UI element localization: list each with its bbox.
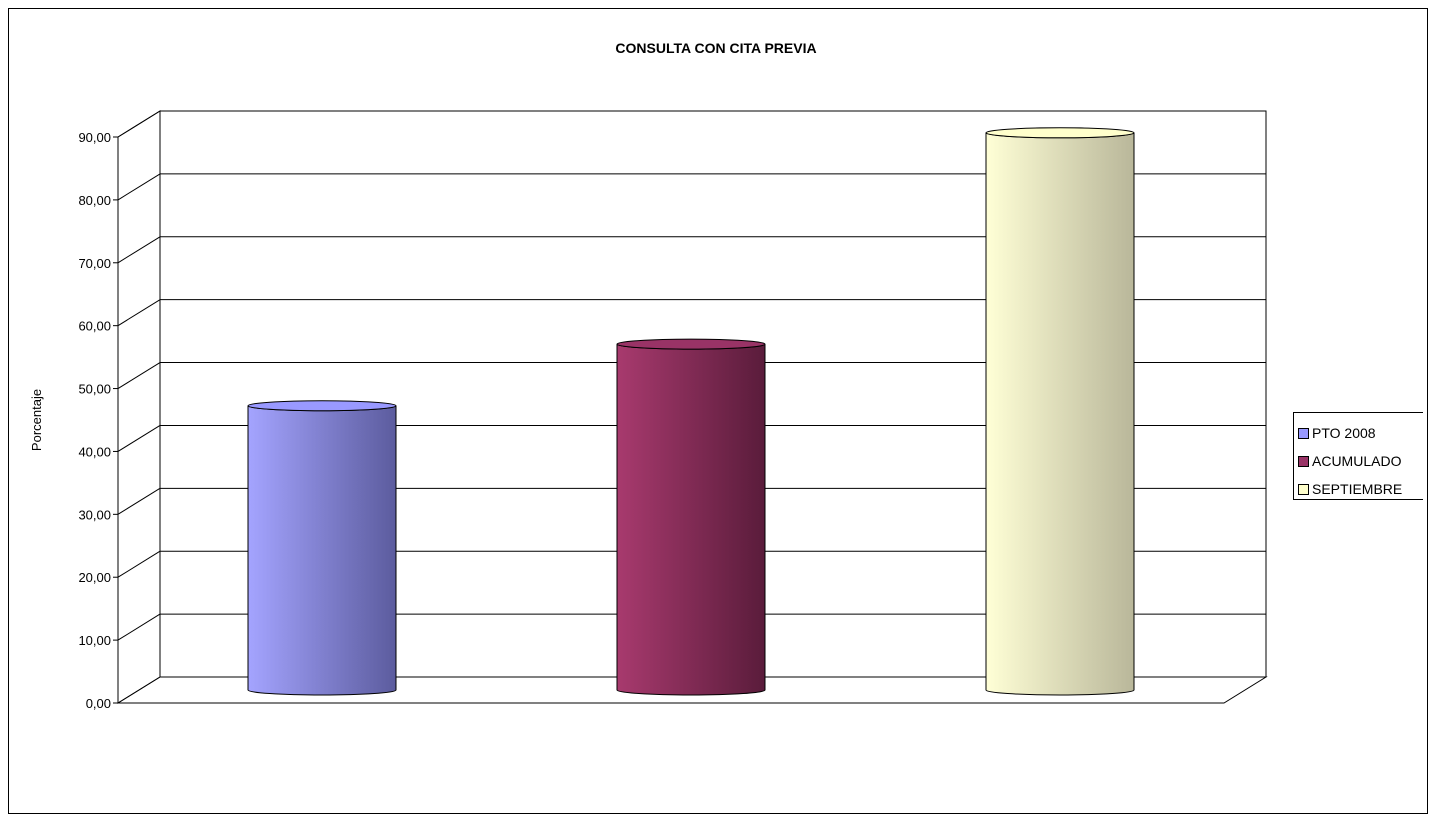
legend-item: ACUMULADO — [1298, 452, 1401, 470]
gridline-side — [117, 425, 161, 452]
legend-item: PTO 2008 — [1298, 424, 1376, 442]
legend-label: SEPTIEMBRE — [1312, 481, 1403, 497]
bar-top — [616, 338, 766, 350]
legend-swatch — [1298, 427, 1309, 439]
gridline-side — [117, 110, 161, 138]
gridline-side — [117, 173, 161, 201]
gridline-side — [117, 613, 161, 641]
legend: PTO 2008 ACUMULADO SEPTIEMBRE — [1293, 412, 1423, 500]
legend-label: PTO 2008 — [1312, 425, 1376, 441]
bar-acumulado — [616, 338, 766, 696]
bar-body — [247, 405, 397, 696]
y-axis-label: Porcentaje — [29, 389, 44, 451]
y-tick-label: 90,00 — [78, 130, 111, 145]
y-axis: 0,00 10,00 20,00 30,00 40,00 50,00 60,00 70,00 8… — [78, 130, 119, 711]
y-tick-label: 40,00 — [78, 444, 111, 459]
bar-top — [247, 400, 397, 412]
bar-body — [616, 343, 766, 696]
gridline-side — [117, 299, 161, 327]
gridline-side — [117, 550, 161, 578]
chart-title: CONSULTA CON CITA PREVIA — [615, 40, 816, 56]
bar-septiembre — [985, 127, 1135, 696]
y-tick-label: 20,00 — [78, 570, 111, 585]
gridline-side — [117, 487, 161, 515]
y-tick-label: 60,00 — [78, 319, 111, 334]
bar-pto-2008 — [247, 400, 397, 696]
y-tick-label: 0,00 — [86, 696, 111, 711]
gridline-side — [117, 236, 161, 264]
floor — [116, 676, 1268, 704]
y-tick-label: 50,00 — [78, 382, 111, 397]
gridline-side — [117, 362, 161, 389]
side-wall — [117, 110, 161, 704]
legend-item: SEPTIEMBRE — [1298, 480, 1402, 498]
legend-label: ACUMULADO — [1312, 453, 1402, 469]
bar-body — [985, 132, 1135, 696]
y-tick-label: 80,00 — [78, 193, 111, 208]
legend-swatch — [1298, 455, 1309, 467]
legend-swatch — [1298, 483, 1309, 495]
bars — [247, 127, 1135, 696]
y-tick-label: 10,00 — [78, 633, 111, 648]
y-tick-label: 70,00 — [78, 256, 111, 271]
bar-top — [985, 127, 1135, 139]
y-tick-label: 30,00 — [78, 507, 111, 522]
